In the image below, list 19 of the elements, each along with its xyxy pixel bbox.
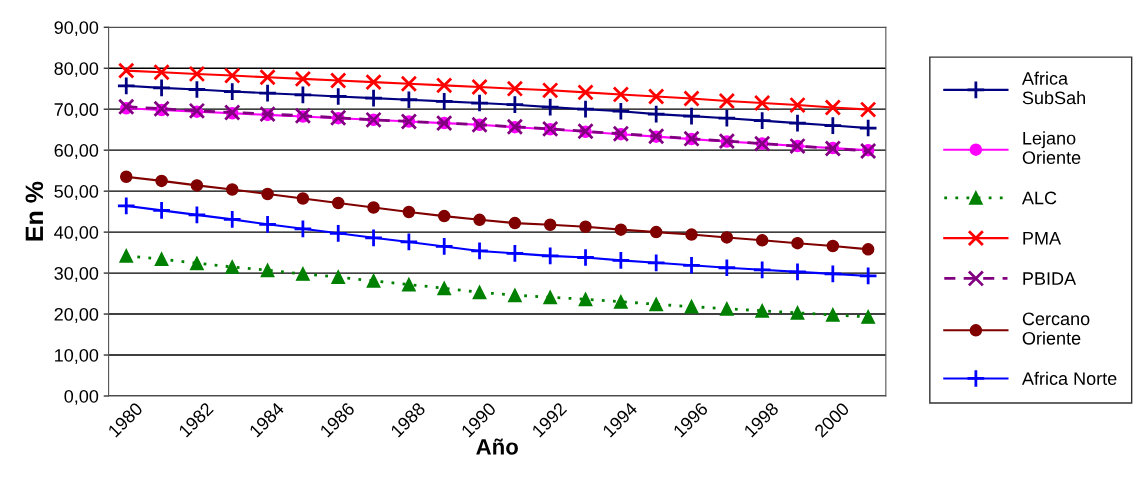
legend-label: ALC bbox=[1021, 191, 1057, 205]
legend-label: Lejano Oriente bbox=[1022, 131, 1081, 165]
legend-label: Africa SubSah bbox=[1021, 71, 1085, 105]
y-tick-label: 70,00 bbox=[54, 103, 99, 119]
legend-label: Cercano Oriente bbox=[1022, 312, 1090, 345]
y-axis-title: En % bbox=[25, 181, 44, 241]
y-tick-label: 0,00 bbox=[64, 389, 99, 405]
y-tick-label: 20,00 bbox=[54, 307, 99, 323]
legend-label: Africa Norte bbox=[1021, 371, 1117, 385]
y-tick-label: 10,00 bbox=[55, 348, 99, 364]
x-axis-title: Año bbox=[476, 438, 518, 455]
y-tick-label: 90,00 bbox=[54, 21, 99, 37]
y-tick-label: 40,00 bbox=[54, 226, 99, 241]
legend-label: PBIDA bbox=[1023, 272, 1077, 285]
y-tick-label: 30,00 bbox=[54, 267, 99, 282]
y-tick-label: 50,00 bbox=[54, 185, 99, 200]
legend-label: PMA bbox=[1023, 232, 1061, 245]
y-tick-label: 60,00 bbox=[54, 144, 99, 159]
y-tick-label: 80,00 bbox=[54, 62, 99, 78]
